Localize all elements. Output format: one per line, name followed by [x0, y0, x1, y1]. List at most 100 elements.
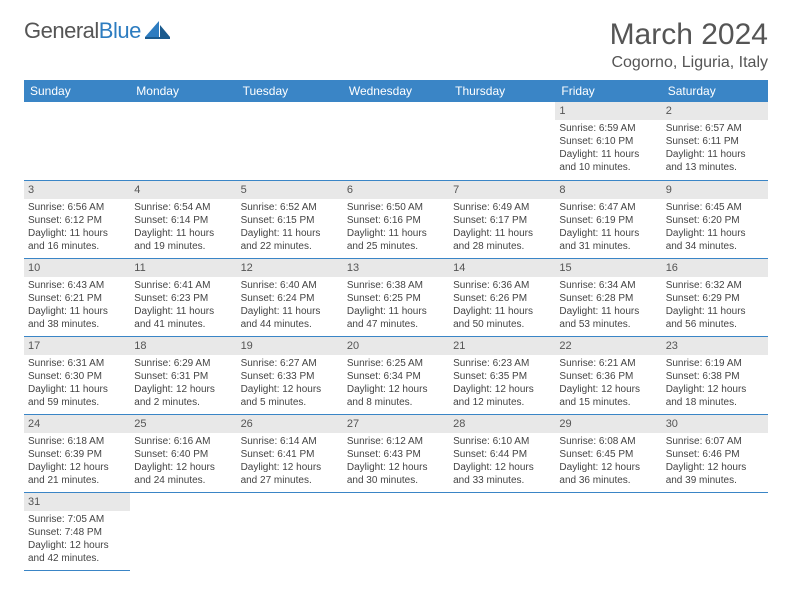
sunset-line: Sunset: 6:21 PM	[28, 292, 126, 305]
location: Cogorno, Liguria, Italy	[610, 54, 768, 72]
daylight-line: Daylight: 11 hours and 44 minutes.	[241, 305, 339, 331]
day-body: Sunrise: 6:59 AMSunset: 6:10 PMDaylight:…	[555, 120, 661, 178]
daylight-line: Daylight: 11 hours and 16 minutes.	[28, 227, 126, 253]
day-body: Sunrise: 6:40 AMSunset: 6:24 PMDaylight:…	[237, 277, 343, 335]
day-body: Sunrise: 7:05 AMSunset: 7:48 PMDaylight:…	[24, 511, 130, 569]
daylight-line: Daylight: 11 hours and 38 minutes.	[28, 305, 126, 331]
calendar-cell: 9Sunrise: 6:45 AMSunset: 6:20 PMDaylight…	[662, 180, 768, 258]
sunrise-line: Sunrise: 7:05 AM	[28, 513, 126, 526]
day-number: 15	[555, 259, 661, 277]
calendar-cell: 16Sunrise: 6:32 AMSunset: 6:29 PMDayligh…	[662, 258, 768, 336]
sunrise-line: Sunrise: 6:19 AM	[666, 357, 764, 370]
calendar-cell	[237, 102, 343, 180]
calendar-body: 1Sunrise: 6:59 AMSunset: 6:10 PMDaylight…	[24, 102, 768, 570]
weekday-header: Thursday	[449, 80, 555, 102]
day-number: 24	[24, 415, 130, 433]
sunrise-line: Sunrise: 6:41 AM	[134, 279, 232, 292]
sunrise-line: Sunrise: 6:18 AM	[28, 435, 126, 448]
daylight-line: Daylight: 12 hours and 42 minutes.	[28, 539, 126, 565]
calendar-cell: 25Sunrise: 6:16 AMSunset: 6:40 PMDayligh…	[130, 414, 236, 492]
sunrise-line: Sunrise: 6:57 AM	[666, 122, 764, 135]
calendar-cell: 27Sunrise: 6:12 AMSunset: 6:43 PMDayligh…	[343, 414, 449, 492]
sunrise-line: Sunrise: 6:36 AM	[453, 279, 551, 292]
calendar-cell: 6Sunrise: 6:50 AMSunset: 6:16 PMDaylight…	[343, 180, 449, 258]
sunrise-line: Sunrise: 6:14 AM	[241, 435, 339, 448]
calendar-cell	[130, 492, 236, 570]
day-body: Sunrise: 6:38 AMSunset: 6:25 PMDaylight:…	[343, 277, 449, 335]
sunset-line: Sunset: 6:10 PM	[559, 135, 657, 148]
weekday-header: Monday	[130, 80, 236, 102]
day-body: Sunrise: 6:32 AMSunset: 6:29 PMDaylight:…	[662, 277, 768, 335]
sunset-line: Sunset: 6:46 PM	[666, 448, 764, 461]
day-number: 20	[343, 337, 449, 355]
sunrise-line: Sunrise: 6:40 AM	[241, 279, 339, 292]
calendar-cell: 12Sunrise: 6:40 AMSunset: 6:24 PMDayligh…	[237, 258, 343, 336]
sunset-line: Sunset: 6:24 PM	[241, 292, 339, 305]
sunset-line: Sunset: 6:39 PM	[28, 448, 126, 461]
calendar-cell: 22Sunrise: 6:21 AMSunset: 6:36 PMDayligh…	[555, 336, 661, 414]
sunrise-line: Sunrise: 6:08 AM	[559, 435, 657, 448]
sunset-line: Sunset: 6:45 PM	[559, 448, 657, 461]
calendar-cell	[24, 102, 130, 180]
day-number: 16	[662, 259, 768, 277]
sunset-line: Sunset: 6:36 PM	[559, 370, 657, 383]
calendar-cell: 4Sunrise: 6:54 AMSunset: 6:14 PMDaylight…	[130, 180, 236, 258]
sunrise-line: Sunrise: 6:12 AM	[347, 435, 445, 448]
weekday-header: Saturday	[662, 80, 768, 102]
sunrise-line: Sunrise: 6:52 AM	[241, 201, 339, 214]
header: GeneralBlue March 2024 Cogorno, Liguria,…	[24, 18, 768, 72]
day-number: 30	[662, 415, 768, 433]
sunset-line: Sunset: 6:28 PM	[559, 292, 657, 305]
calendar-row: 17Sunrise: 6:31 AMSunset: 6:30 PMDayligh…	[24, 336, 768, 414]
day-body: Sunrise: 6:12 AMSunset: 6:43 PMDaylight:…	[343, 433, 449, 491]
sunset-line: Sunset: 6:30 PM	[28, 370, 126, 383]
sunset-line: Sunset: 6:43 PM	[347, 448, 445, 461]
calendar-cell	[130, 102, 236, 180]
sunrise-line: Sunrise: 6:32 AM	[666, 279, 764, 292]
sunrise-line: Sunrise: 6:07 AM	[666, 435, 764, 448]
calendar-cell	[343, 492, 449, 570]
calendar-cell	[449, 492, 555, 570]
sunset-line: Sunset: 6:14 PM	[134, 214, 232, 227]
sunset-line: Sunset: 6:31 PM	[134, 370, 232, 383]
calendar-cell	[449, 102, 555, 180]
day-number: 7	[449, 181, 555, 199]
calendar-table: SundayMondayTuesdayWednesdayThursdayFrid…	[24, 80, 768, 571]
daylight-line: Daylight: 11 hours and 50 minutes.	[453, 305, 551, 331]
day-body: Sunrise: 6:57 AMSunset: 6:11 PMDaylight:…	[662, 120, 768, 178]
sunset-line: Sunset: 6:23 PM	[134, 292, 232, 305]
daylight-line: Daylight: 11 hours and 10 minutes.	[559, 148, 657, 174]
daylight-line: Daylight: 12 hours and 15 minutes.	[559, 383, 657, 409]
day-number: 13	[343, 259, 449, 277]
day-body: Sunrise: 6:43 AMSunset: 6:21 PMDaylight:…	[24, 277, 130, 335]
day-body: Sunrise: 6:47 AMSunset: 6:19 PMDaylight:…	[555, 199, 661, 257]
day-number: 17	[24, 337, 130, 355]
day-body: Sunrise: 6:45 AMSunset: 6:20 PMDaylight:…	[662, 199, 768, 257]
calendar-cell: 26Sunrise: 6:14 AMSunset: 6:41 PMDayligh…	[237, 414, 343, 492]
day-number: 19	[237, 337, 343, 355]
calendar-cell: 7Sunrise: 6:49 AMSunset: 6:17 PMDaylight…	[449, 180, 555, 258]
weekday-header: Wednesday	[343, 80, 449, 102]
logo: GeneralBlue	[24, 18, 171, 44]
day-body: Sunrise: 6:34 AMSunset: 6:28 PMDaylight:…	[555, 277, 661, 335]
sunset-line: Sunset: 6:34 PM	[347, 370, 445, 383]
daylight-line: Daylight: 12 hours and 18 minutes.	[666, 383, 764, 409]
day-body: Sunrise: 6:49 AMSunset: 6:17 PMDaylight:…	[449, 199, 555, 257]
sunset-line: Sunset: 6:35 PM	[453, 370, 551, 383]
calendar-row: 3Sunrise: 6:56 AMSunset: 6:12 PMDaylight…	[24, 180, 768, 258]
calendar-row: 1Sunrise: 6:59 AMSunset: 6:10 PMDaylight…	[24, 102, 768, 180]
daylight-line: Daylight: 11 hours and 47 minutes.	[347, 305, 445, 331]
calendar-cell: 30Sunrise: 6:07 AMSunset: 6:46 PMDayligh…	[662, 414, 768, 492]
day-body: Sunrise: 6:50 AMSunset: 6:16 PMDaylight:…	[343, 199, 449, 257]
daylight-line: Daylight: 12 hours and 2 minutes.	[134, 383, 232, 409]
day-body: Sunrise: 6:21 AMSunset: 6:36 PMDaylight:…	[555, 355, 661, 413]
calendar-cell: 18Sunrise: 6:29 AMSunset: 6:31 PMDayligh…	[130, 336, 236, 414]
weekday-header: Friday	[555, 80, 661, 102]
sunrise-line: Sunrise: 6:27 AM	[241, 357, 339, 370]
calendar-cell: 1Sunrise: 6:59 AMSunset: 6:10 PMDaylight…	[555, 102, 661, 180]
day-body: Sunrise: 6:54 AMSunset: 6:14 PMDaylight:…	[130, 199, 236, 257]
calendar-cell: 31Sunrise: 7:05 AMSunset: 7:48 PMDayligh…	[24, 492, 130, 570]
daylight-line: Daylight: 11 hours and 28 minutes.	[453, 227, 551, 253]
daylight-line: Daylight: 12 hours and 12 minutes.	[453, 383, 551, 409]
calendar-cell: 8Sunrise: 6:47 AMSunset: 6:19 PMDaylight…	[555, 180, 661, 258]
